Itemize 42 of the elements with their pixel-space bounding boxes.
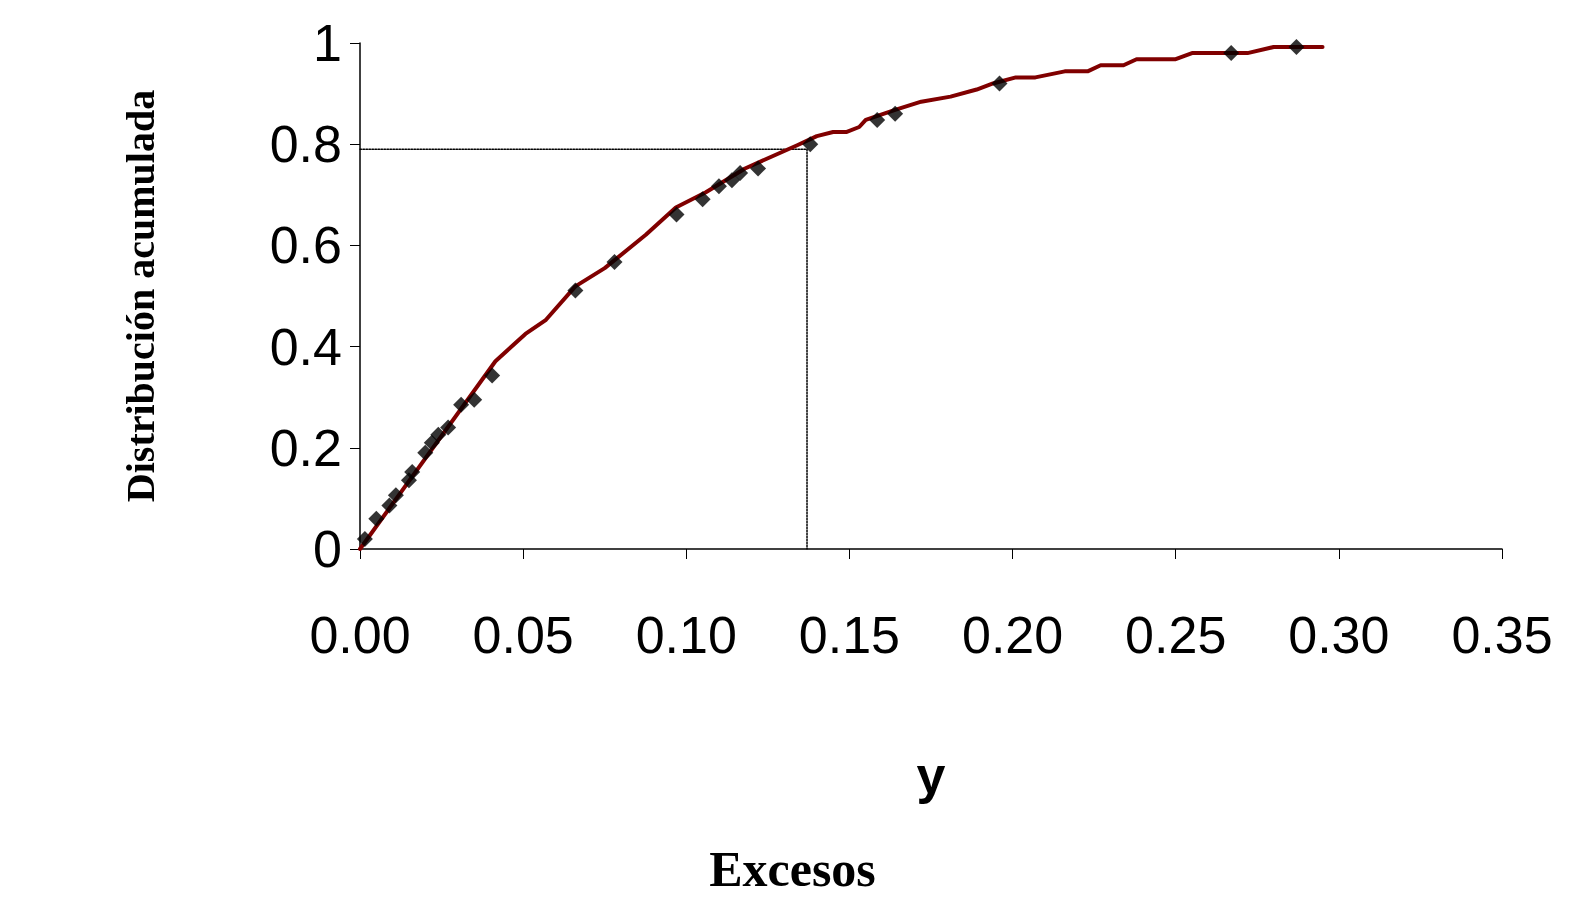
point: [387, 487, 404, 504]
point: [417, 444, 434, 461]
y-tick-label: 0.8: [269, 115, 342, 174]
point: [404, 464, 421, 481]
y-tick-label: 1: [313, 14, 342, 72]
point: [802, 136, 819, 153]
y-tick-label: 0.2: [269, 418, 342, 477]
y-tick-label: 0.4: [269, 317, 342, 376]
y-tick-label: 0: [313, 520, 342, 578]
text: Excesos: [709, 841, 876, 897]
point: [991, 75, 1008, 92]
point: [381, 497, 398, 514]
x-tick-label: 0.30: [1288, 606, 1390, 664]
point: [567, 282, 584, 299]
point: [484, 367, 501, 384]
x-tick-label: 0.05: [472, 606, 574, 664]
point: [887, 105, 904, 122]
point: [668, 206, 685, 223]
point: [440, 419, 457, 436]
y-axis-title: Distribución acumulada: [117, 89, 163, 503]
point: [430, 426, 447, 443]
point: [356, 530, 373, 547]
x-axis-title: y: [916, 746, 946, 804]
x-tick-label: 0.20: [961, 606, 1064, 664]
point: [732, 165, 749, 182]
point: [368, 510, 385, 527]
x-tick-label: 0.00: [309, 606, 411, 664]
y-tick-label: 0.6: [269, 216, 342, 275]
point: [869, 111, 886, 128]
point: [723, 172, 740, 189]
point: [606, 254, 623, 271]
x-tick-label: 0.35: [1451, 606, 1553, 664]
point: [453, 396, 470, 413]
x-tick-label: 0.15: [798, 606, 901, 664]
point: [710, 178, 727, 195]
x-tick-label: 0.10: [635, 606, 737, 664]
point: [694, 191, 711, 208]
point: [1288, 39, 1305, 56]
point: [466, 391, 483, 408]
point: [1223, 45, 1240, 62]
point: [750, 160, 767, 177]
x-tick-label: 0.25: [1125, 606, 1227, 664]
